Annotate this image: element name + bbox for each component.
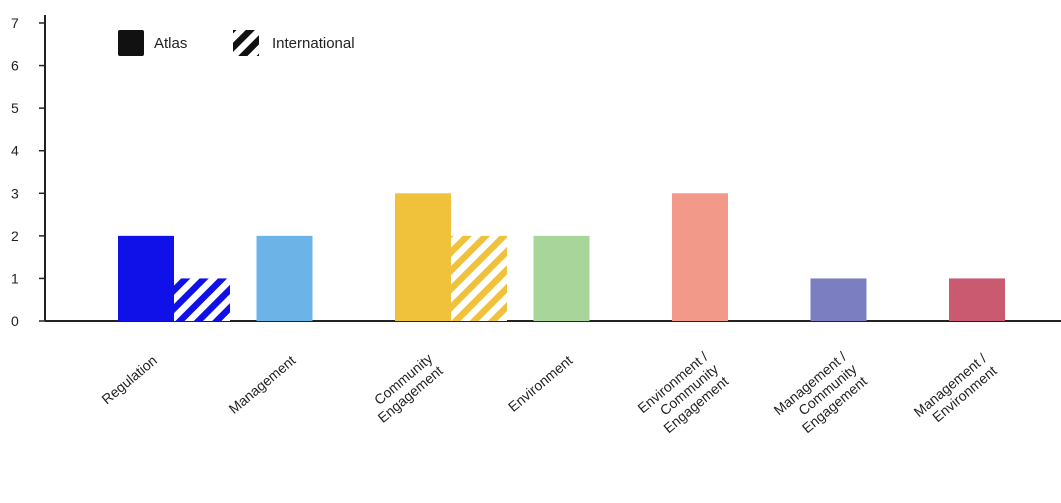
category-label: Environment /CommunityEngagement (634, 348, 731, 440)
category-labels: Regulation Management CommunityEngagement E… (98, 348, 1000, 442)
bar-atlas-4 (672, 193, 728, 321)
y-tick-label: 4 (11, 143, 19, 159)
y-tick-label: 6 (11, 58, 19, 74)
y-tick-label: 5 (11, 100, 19, 116)
y-tick-label: 0 (11, 313, 19, 329)
y-tick-label: 1 (11, 270, 19, 286)
bar-atlas-6 (949, 278, 1005, 321)
bar-atlas-3 (533, 235, 590, 321)
legend-label-atlas: Atlas (154, 35, 187, 52)
bar-international-2 (451, 235, 507, 321)
legend-swatch-international (233, 30, 259, 56)
bar-atlas-2 (395, 193, 451, 321)
bar-atlas-1 (256, 235, 313, 321)
y-tick-label: 2 (11, 228, 19, 244)
category-label: CommunityEngagement (364, 350, 445, 426)
y-tick-label: 3 (11, 185, 19, 201)
legend: Atlas International (118, 30, 355, 56)
category-label: Management (226, 352, 299, 417)
legend-swatch-atlas (118, 30, 144, 56)
bar-atlas-0 (118, 235, 174, 321)
bar-atlas-5 (810, 278, 867, 321)
category-label: Environment (505, 352, 576, 415)
category-label: Regulation (98, 352, 160, 407)
y-tick-label: 7 (11, 15, 19, 31)
category-label: Management /CommunityEngagement (770, 348, 869, 442)
bar-international-0 (174, 278, 230, 321)
bars (118, 193, 1005, 321)
y-tick-labels: 0 1 2 3 4 5 6 7 (11, 15, 19, 329)
category-label: Management /Environment (911, 350, 1000, 432)
legend-label-international: International (272, 35, 355, 52)
